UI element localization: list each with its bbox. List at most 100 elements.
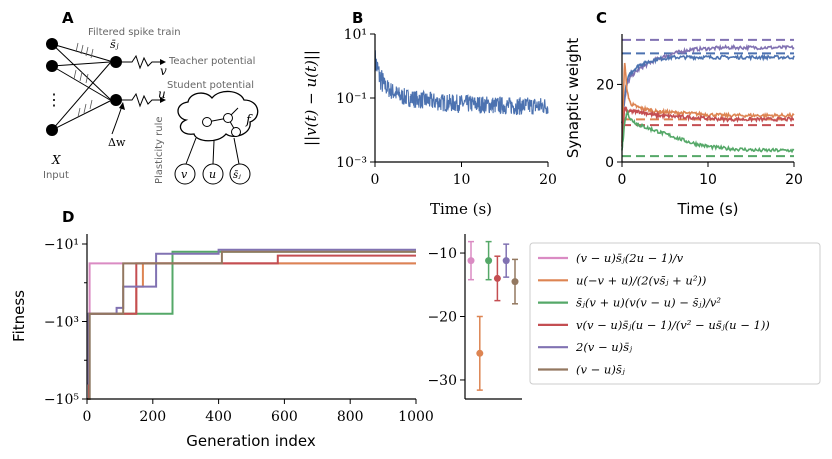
panel-b-y-label: ||v(t) − u(t)|| — [302, 50, 320, 146]
inset-y-ticks: −10 −20 −30 — [427, 246, 465, 389]
panel-c-series-blue — [621, 53, 795, 124]
inset-ytick-label: −10 — [427, 246, 457, 262]
teacher-v-label: v — [160, 64, 167, 78]
panel-c-y-ticks: 0 20 — [596, 77, 622, 171]
panel-b-error-series — [374, 50, 549, 116]
input-label: Input — [43, 170, 69, 181]
panel-b-x-label: Time (s) — [430, 200, 492, 218]
function-f-label: f — [245, 113, 253, 128]
connections — [51, 43, 111, 131]
inset-point-orange — [476, 349, 484, 357]
panel-c-x-ticks: 0 10 20 — [618, 162, 803, 188]
teacher-potential-label: Teacher potential — [168, 56, 255, 67]
panel-c-xtick-label: 0 — [618, 172, 627, 188]
panel-d-series — [87, 248, 416, 400]
panel-c: C 0 20 0 10 20 Time (s) Synaptic weight — [564, 9, 803, 218]
sbar-j-label: s̄ⱼ — [110, 38, 119, 51]
delta-w-label: Δw — [108, 136, 126, 149]
student-arrow-icon — [160, 97, 166, 103]
inset-points — [467, 240, 519, 391]
panel-d-xtick-label: 0 — [83, 409, 92, 425]
panel-a: A ⋮ Filtered spike train s̄ⱼ v T — [43, 9, 259, 185]
rule-input-sbar: s̄ⱼ — [233, 170, 241, 181]
inset-point-pink — [467, 257, 475, 265]
inset-point-brown — [511, 278, 519, 286]
panel-b-ytick-label: 10¹ — [344, 27, 367, 43]
panel-d-y-ticks: −10¹ −10³ −10⁵ — [44, 237, 87, 408]
panel-d-ytick-label: −10⁵ — [44, 392, 80, 408]
panel-d-letter: D — [62, 208, 74, 226]
legend-label: (v − u)s̄ⱼ(2u − 1)/v — [576, 251, 684, 265]
panel-c-xtick-label: 10 — [699, 172, 717, 188]
panel-c-y-label: Synaptic weight — [564, 38, 582, 158]
panel-d-y-label: Fitness — [10, 290, 28, 342]
panel-d: D −10¹ −10³ −10⁵ 0 200 400 600 800 1000 Generat… — [10, 208, 821, 450]
panel-c-series-purple — [621, 43, 795, 124]
legend-label: u(−v + u)/(2(vs̄ⱼ + u²)) — [576, 273, 706, 287]
panel-c-ytick-label: 20 — [596, 77, 614, 93]
panel-d-ytick-label: −10¹ — [44, 237, 79, 253]
inset-point-green — [485, 257, 493, 265]
panel-c-xtick-label: 20 — [785, 172, 803, 188]
panel-c-ytick-label: 0 — [605, 155, 614, 171]
spike-train-marks — [73, 42, 94, 118]
panel-c-series-green — [621, 109, 795, 154]
panel-b-letter: B — [352, 9, 363, 27]
student-u-label: u — [158, 87, 166, 101]
student-neuron — [110, 94, 122, 106]
legend-label: s̄ⱼ(v + u)(v(v − u) − s̄ⱼ)/v² — [576, 296, 721, 310]
cloud-graph — [202, 107, 241, 137]
rule-input-lines — [185, 137, 240, 165]
panel-c-series-red — [621, 105, 795, 147]
panel-d-x-ticks: 0 200 400 600 800 1000 — [83, 399, 434, 425]
panel-b-y-ticks: 10⁻³ 10⁻¹ 10¹ — [336, 27, 375, 171]
teacher-output-trace — [122, 54, 160, 70]
delta-w-arrow — [111, 105, 123, 135]
panel-d-xtick-label: 800 — [337, 409, 364, 425]
panel-b-ytick-label: 10⁻³ — [336, 155, 367, 171]
teacher-arrow-icon — [160, 59, 166, 65]
inset-point-purple — [502, 257, 510, 265]
panel-d-xtick-label: 200 — [139, 409, 166, 425]
panel-b-xtick-label: 20 — [539, 172, 557, 188]
panel-c-x-label: Time (s) — [677, 200, 739, 218]
student-potential-label: Student potential — [167, 80, 254, 91]
panel-d-xtick-label: 600 — [271, 409, 298, 425]
panel-d-series-brown — [87, 250, 416, 400]
delta-w-arrowhead-icon — [119, 102, 125, 110]
panel-b-plot-area — [374, 50, 549, 116]
panel-c-series — [621, 43, 795, 154]
rule-input-nodes — [174, 163, 251, 185]
filtered-spike-train-label: Filtered spike train — [88, 27, 181, 38]
panel-b-xtick-label: 0 — [371, 172, 380, 188]
panel-b-xtick-label: 10 — [453, 172, 471, 188]
legend: (v − u)s̄ⱼ(2u − 1)/v u(−v + u)/(2(vs̄ⱼ + … — [538, 251, 770, 377]
panel-d-series-red — [87, 254, 416, 400]
legend-label: 2(v − u)s̄ⱼ — [575, 340, 633, 354]
input-x-label: X — [51, 153, 61, 167]
input-ellipsis: ⋮ — [46, 90, 62, 109]
legend-label: v(v − u)s̄ⱼ(u − 1)/(v² − us̄ⱼ(u − 1)) — [576, 318, 770, 332]
panel-c-letter: C — [596, 9, 607, 27]
plasticity-rule-cloud — [177, 90, 259, 142]
panel-b: B 10⁻³ 10⁻¹ 10¹ 0 10 20 Time (s) ||v(t) − u(… — [302, 9, 557, 218]
panel-b-x-ticks: 0 10 20 — [371, 162, 557, 188]
student-output-trace — [122, 92, 160, 108]
panel-d-xtick-label: 400 — [205, 409, 232, 425]
legend-box — [529, 242, 821, 385]
teacher-neuron — [110, 56, 122, 68]
plasticity-rule-label: Plasticity rule — [154, 116, 165, 184]
panel-d-ytick-label: −10³ — [44, 315, 79, 331]
panel-d-xtick-label: 1000 — [398, 409, 434, 425]
rule-input-v: v — [181, 168, 188, 181]
panel-a-letter: A — [62, 9, 74, 27]
inset-point-red — [493, 274, 501, 282]
panel-c-series-orange — [621, 62, 795, 143]
panel-b-ytick-label: 10⁻¹ — [336, 91, 367, 107]
panel-d-x-label: Generation index — [186, 432, 316, 450]
inset-ytick-label: −20 — [427, 310, 457, 326]
inset-ytick-label: −30 — [427, 373, 457, 389]
legend-label: (v − u)s̄ⱼ — [576, 363, 626, 377]
